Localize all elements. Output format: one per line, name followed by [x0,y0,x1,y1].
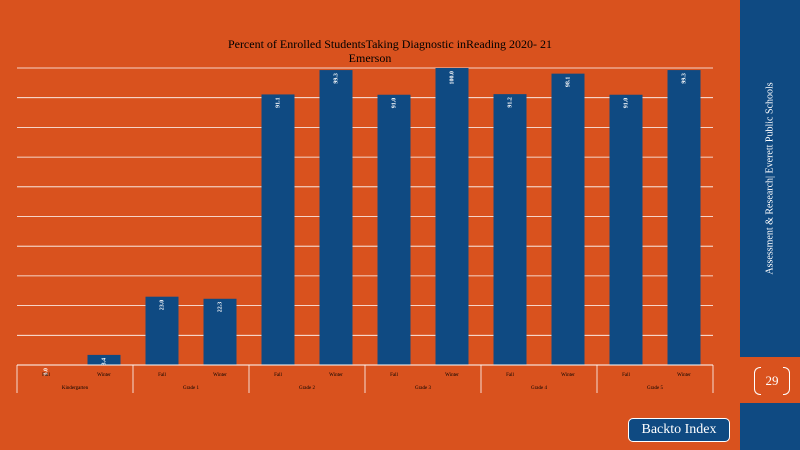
bar [667,70,701,365]
group-tick-label: Grade 2 [299,386,315,391]
bar [87,354,121,365]
bars: 0.0 3.4 23.0 22.3 91.1 99.3 91.0 100.0 91.2 98.1 9… [43,68,701,376]
gridlines [17,67,713,366]
category-tick-label: Fall [506,373,514,378]
page-number-value: 29 [765,373,779,388]
data-label: 3.4 [101,358,107,366]
category-tick-label: Fall [42,373,50,378]
group-tick-label: Grade 1 [183,386,199,391]
category-tick-label: Fall [390,373,398,378]
category-tick-label: Winter [561,373,575,378]
page-number: 29 [754,367,790,395]
data-label: 23.0 [159,300,165,311]
bar [551,73,585,365]
bar [493,94,527,366]
data-label: 98.1 [565,77,571,88]
sidebar-panel [740,0,800,357]
bar [145,296,179,365]
bar [435,68,469,365]
category-tick-label: Winter [445,373,459,378]
sidebar-caption-wrapper: Assessment & Research| Everett Public Sc… [740,0,800,357]
bar [203,298,237,365]
x-axis: Fall Winter Kindergarten Fall Winter Grade 1 F… [16,364,714,393]
category-tick-label: Winter [329,373,343,378]
bar [377,94,411,365]
data-label: 99.3 [681,73,687,84]
group-tick-label: Grade 5 [647,386,663,391]
group-tick-label: Grade 4 [531,386,547,391]
category-tick-label: Winter [97,373,111,378]
bar [319,70,353,365]
data-label: 91.0 [391,98,397,109]
category-tick-label: Winter [677,373,691,378]
bar [261,94,295,366]
data-label: 100.0 [449,71,455,85]
bar [609,94,643,365]
sidebar-caption: Assessment & Research| Everett Public Sc… [764,82,776,275]
chart-subtitle: Emerson [349,51,392,65]
group-tick-label: Grade 3 [415,386,431,391]
data-label: 91.2 [507,97,513,108]
data-label: 91.1 [275,97,281,108]
back-to-index-button[interactable]: Backto Index [628,418,730,442]
data-label: 91.0 [623,98,629,109]
category-tick-label: Fall [158,373,166,378]
data-label: 99.3 [333,73,339,84]
group-tick-label: Kindergarten [62,386,89,391]
data-label: 22.3 [217,302,223,313]
chart-title: Percent of Enrolled StudentsTaking Diagn… [228,37,552,51]
category-tick-label: Winter [213,373,227,378]
left-brace-icon [754,367,761,395]
sidebar-footer-panel [740,403,800,450]
right-brace-icon [783,367,790,395]
category-tick-label: Fall [274,373,282,378]
category-tick-label: Fall [622,373,630,378]
data-label: 0.0 [43,368,49,376]
chart: Percent of Enrolled StudentsTaking Diagn… [16,37,714,393]
